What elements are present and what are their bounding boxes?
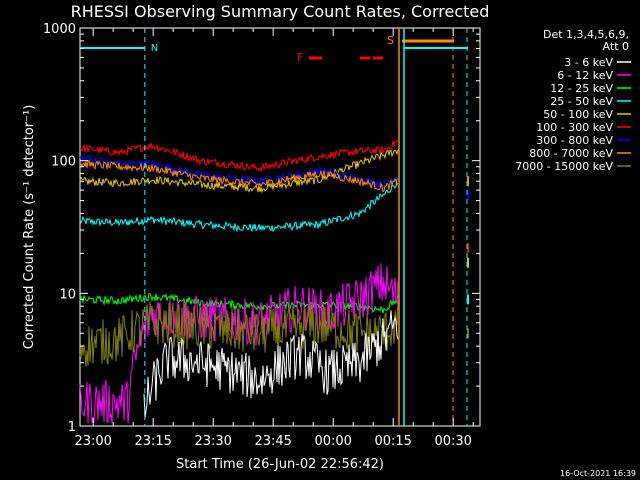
x-tick-label: 00:00 xyxy=(314,434,351,449)
x-tick-label: 23:30 xyxy=(194,434,231,449)
y-axis: 1 10 100 1000 xyxy=(43,22,480,435)
legend-label: 800 - 7000 keV xyxy=(529,147,613,160)
series-line xyxy=(79,139,399,172)
legend-label: 50 - 100 keV xyxy=(543,108,613,121)
chart-title-group: RHESSI Observing Summary Count Rates, Co… xyxy=(71,2,490,21)
y-tick-label: 1 xyxy=(68,420,76,435)
plot-area: N F S xyxy=(79,28,469,426)
x-tick-label: 23:15 xyxy=(134,434,171,449)
timestamp-label: 16-Oct-2021 16:39 xyxy=(560,469,636,478)
chart-title: RHESSI Observing Summary Count Rates, Co… xyxy=(71,2,490,21)
x-tick-label: 23:00 xyxy=(74,434,111,449)
f-flag-label: F xyxy=(297,51,303,64)
legend-label: 12 - 25 keV xyxy=(550,82,613,95)
y-axis-label: Corrected Count Rate (s⁻¹ detector⁻¹) xyxy=(22,105,37,350)
legend-header: Att 0 xyxy=(603,40,629,53)
series-line xyxy=(79,300,399,367)
plot-frame xyxy=(79,27,481,427)
legend-label: 300 - 800 keV xyxy=(536,134,613,147)
y-tick-label: 100 xyxy=(51,155,76,170)
x-tick-label: 00:30 xyxy=(434,434,471,449)
series-line xyxy=(79,159,399,193)
x-axis: 23:00 23:15 23:30 23:45 00:00 00:15 00:30 xyxy=(74,28,474,449)
x-tick-label: 23:45 xyxy=(254,434,291,449)
x-axis-label: Start Time (26-Jun-02 22:56:42) xyxy=(176,457,384,472)
series-line xyxy=(79,292,399,314)
series-line xyxy=(79,177,399,233)
series-line xyxy=(143,310,399,418)
legend-label: 6 - 12 keV xyxy=(557,69,613,82)
n-flag-label: N xyxy=(151,43,158,54)
legend-header: Det 1,3,4,5,6,9, xyxy=(543,28,629,41)
series-line xyxy=(79,263,399,424)
x-tick-label: 00:15 xyxy=(374,434,411,449)
y-tick-label: 10 xyxy=(59,287,76,302)
legend-label: 7000 - 15000 keV xyxy=(515,160,613,173)
legend-label: 25 - 50 keV xyxy=(550,95,613,108)
y-tick-label: 1000 xyxy=(43,22,76,37)
s-flag-label: S xyxy=(387,34,394,47)
series-line xyxy=(79,149,399,194)
legend-label: 3 - 6 keV xyxy=(564,56,613,69)
legend-label: 100 - 300 keV xyxy=(536,121,613,134)
